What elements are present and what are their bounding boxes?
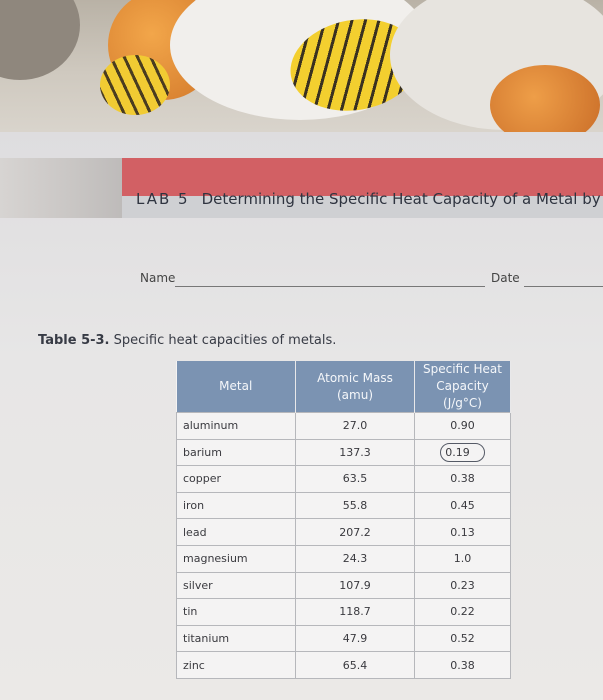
table-row: iron 55.8 0.45 [176, 491, 511, 520]
atomic-mass-cell: 107.9 [295, 571, 415, 600]
table-row: barium 137.3 0.19 [176, 438, 511, 467]
specific-heat-table: Metal Atomic Mass (amu) Specific Heat Capa… [176, 361, 511, 679]
atomic-mass-cell: 207.2 [295, 518, 415, 546]
header-band-left [0, 158, 122, 218]
specific-heat-cell: 0.23 [414, 571, 511, 600]
table-row: silver 107.9 0.23 [176, 571, 511, 600]
specific-heat-cell: 0.19 [414, 438, 511, 467]
column-header-text: Specific Heat [423, 362, 502, 376]
metal-cell: lead [176, 518, 296, 546]
metal-cell: titanium [176, 624, 296, 653]
lab-title: LAB 5 Determining the Specific Heat Capac… [136, 190, 603, 208]
atomic-mass-cell: 63.5 [295, 465, 415, 493]
table-row: copper 63.5 0.38 [176, 465, 511, 493]
table-caption-text: Specific heat capacities of metals. [109, 333, 337, 348]
atomic-mass-cell: 27.0 [295, 412, 415, 440]
specific-heat-cell: 0.90 [414, 412, 511, 440]
header-band-lower [122, 196, 603, 218]
table-row: aluminum 27.0 0.90 [176, 412, 511, 440]
specific-heat-cell: 0.38 [414, 651, 511, 679]
lab-header-band [0, 158, 603, 218]
table-row: lead 207.2 0.13 [176, 518, 511, 546]
metal-cell: copper [176, 465, 296, 493]
table-row: titanium 47.9 0.52 [176, 624, 511, 653]
table-header-row: Metal Atomic Mass (amu) Specific Heat Capa… [176, 361, 511, 413]
atomic-mass-cell: 55.8 [295, 491, 415, 520]
table-row: zinc 65.4 0.38 [176, 651, 511, 679]
specific-heat-cell: 0.13 [414, 518, 511, 546]
column-header-text: Metal [219, 379, 253, 393]
specific-heat-cell: 0.45 [414, 491, 511, 520]
yellow-pattern-shape [100, 55, 170, 115]
metal-cell: silver [176, 571, 296, 600]
lab-title-text: Determining the Specific Heat Capacity o… [201, 190, 603, 208]
circled-value: 0.19 [440, 442, 485, 462]
metal-cell: aluminum [176, 412, 296, 440]
date-label: Date [491, 271, 520, 285]
name-label: Name [140, 271, 176, 285]
column-header-specific-heat: Specific Heat Capacity (J/g°C) [414, 361, 511, 413]
name-field[interactable] [175, 286, 485, 287]
table-body: aluminum 27.0 0.90 barium 137.3 0.19 copper 63.… [176, 412, 511, 679]
specific-heat-cell: 0.52 [414, 624, 511, 653]
table-row: magnesium 24.3 1.0 [176, 544, 511, 573]
metal-cell: tin [176, 598, 296, 626]
column-header-text: (amu) [336, 387, 373, 402]
orange-ball-shape [490, 65, 600, 132]
date-field[interactable] [524, 286, 603, 287]
blanket-fold [0, 0, 80, 80]
table-caption: Table 5-3. Specific heat capacities of m… [38, 333, 336, 348]
metal-cell: barium [176, 438, 296, 467]
metal-cell: magnesium [176, 544, 296, 573]
lab-number: LAB 5 [136, 190, 190, 208]
column-header-metal: Metal [176, 361, 296, 413]
table-caption-number: Table 5-3. [38, 333, 110, 348]
specific-heat-cell: 0.22 [414, 598, 511, 626]
column-header-atomic-mass: Atomic Mass (amu) [295, 361, 415, 413]
atomic-mass-cell: 137.3 [295, 438, 415, 467]
metal-cell: zinc [176, 651, 296, 679]
atomic-mass-cell: 118.7 [295, 598, 415, 626]
blanket-photo [0, 0, 603, 132]
specific-heat-cell: 1.0 [414, 544, 511, 573]
metal-cell: iron [176, 491, 296, 520]
table-row: tin 118.7 0.22 [176, 598, 511, 626]
column-header-text: Atomic Mass [317, 370, 393, 385]
atomic-mass-cell: 47.9 [295, 624, 415, 653]
atomic-mass-cell: 24.3 [295, 544, 415, 573]
specific-heat-cell: 0.38 [414, 465, 511, 493]
atomic-mass-cell: 65.4 [295, 651, 415, 679]
column-header-text: Capacity (J/g°C) [436, 379, 489, 410]
